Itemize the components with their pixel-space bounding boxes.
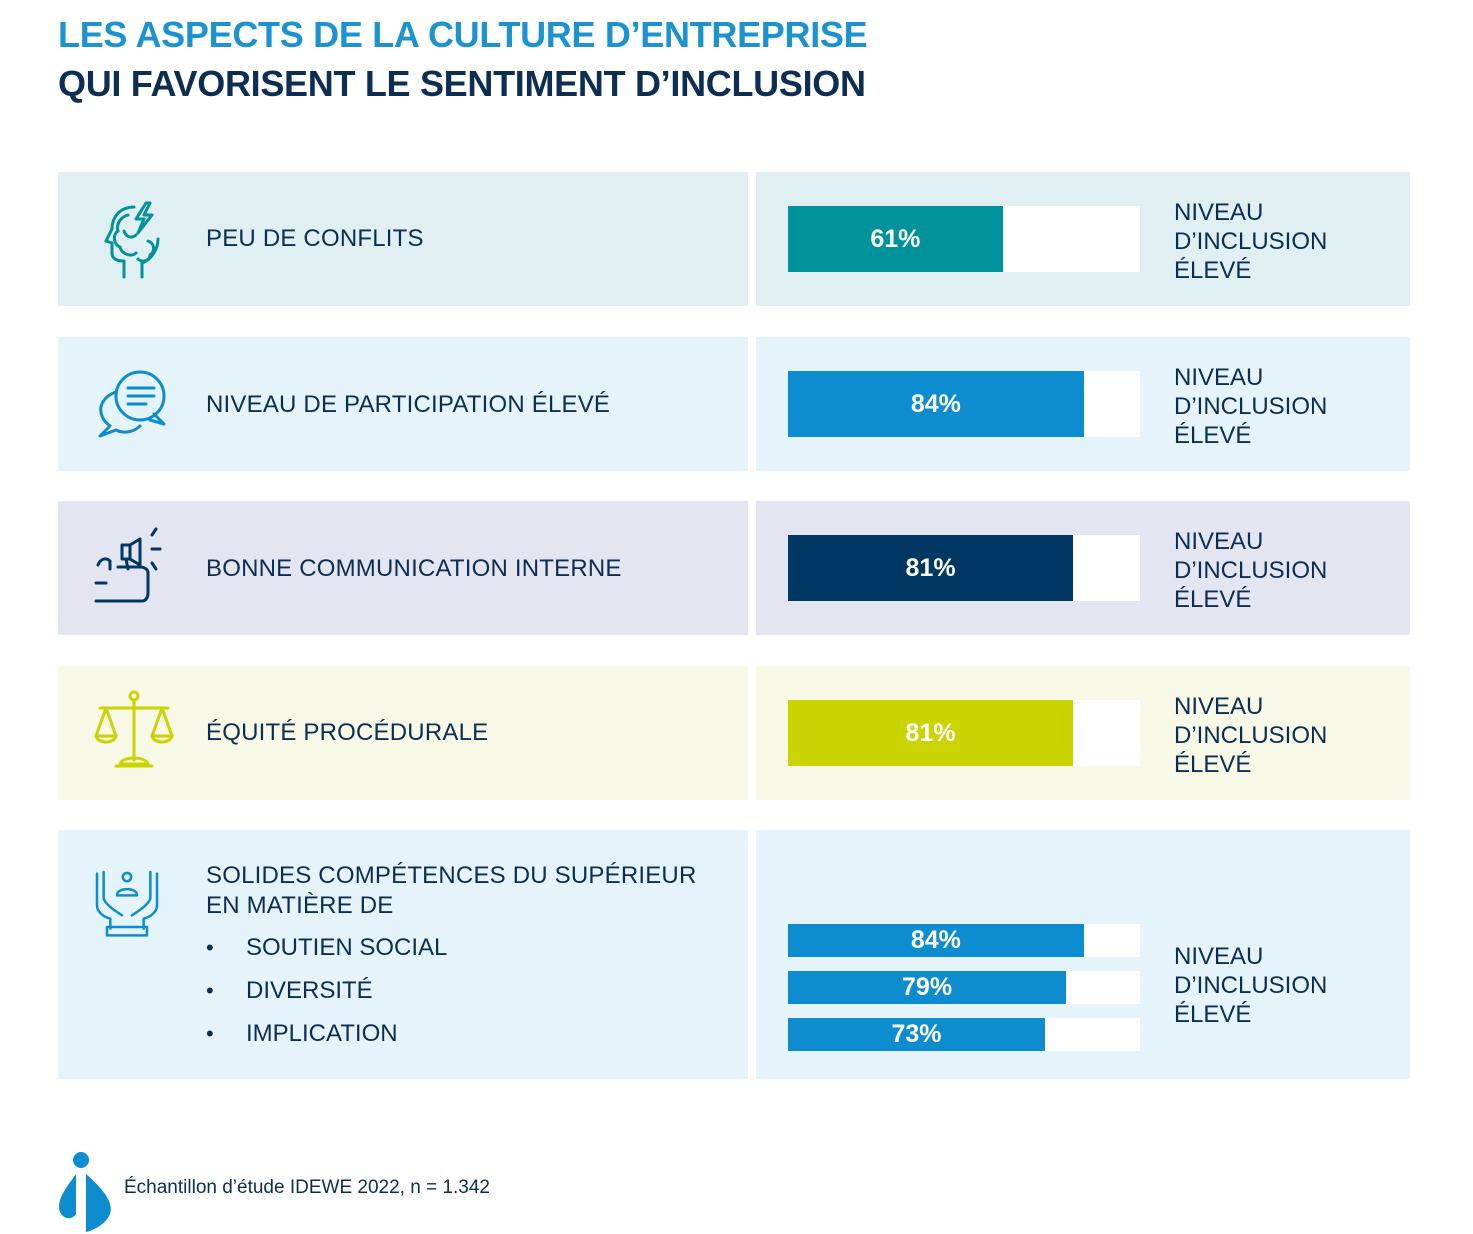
- row-label-cell: SOLIDES COMPÉTENCES DU SUPÉRIEUR EN MATI…: [58, 830, 748, 1079]
- list-item: IMPLICATION: [206, 1019, 447, 1062]
- bar-participation: [788, 371, 1084, 437]
- bar-track: 81%: [788, 700, 1140, 766]
- bar-track: 81%: [788, 535, 1140, 601]
- row-label: PEU DE CONFLITS: [206, 225, 424, 252]
- bar-soutien-social: [788, 924, 1084, 957]
- bar-track: 79%: [788, 971, 1140, 1004]
- megaphone-thumbs-up-icon: [94, 527, 162, 603]
- level-line-1: NIVEAU: [1174, 364, 1264, 391]
- row-peu-de-conflits: PEU DE CONFLITS 61% NIVEAU D’INCLUSION É…: [58, 172, 1410, 306]
- list-item: SOUTIEN SOCIAL: [206, 933, 447, 976]
- row-value-cell: 84% NIVEAU D’INCLUSION ÉLEVÉ: [756, 337, 1410, 471]
- bar-track: 84%: [788, 924, 1140, 957]
- row-value-cell: 84% 79% 73% NIVEAU D’INCLUSION ÉLEVÉ: [756, 830, 1410, 1079]
- level-label: NIVEAU D’INCLUSION ÉLEVÉ: [1174, 692, 1327, 779]
- bar-track: 73%: [788, 1018, 1140, 1051]
- level-line-2: D’INCLUSION: [1174, 972, 1328, 999]
- bar-value-label: 84%: [910, 926, 961, 954]
- row-label-line-1: SOLIDES COMPÉTENCES DU SUPÉRIEUR: [206, 862, 697, 889]
- row-label: BONNE COMMUNICATION INTERNE: [206, 555, 622, 582]
- row-competences: SOLIDES COMPÉTENCES DU SUPÉRIEUR EN MATI…: [58, 830, 1410, 1079]
- level-line-3: ÉLEVÉ: [1174, 257, 1252, 284]
- row-communication: BONNE COMMUNICATION INTERNE 81% NIVEAU D…: [58, 501, 1410, 635]
- bar-track: 84%: [788, 371, 1140, 437]
- idewe-logo-icon: [58, 1152, 111, 1232]
- bar-diversite: [788, 971, 1067, 1004]
- row-label: NIVEAU DE PARTICIPATION ÉLEVÉ: [206, 391, 611, 418]
- row-value-cell: 61% NIVEAU D’INCLUSION ÉLEVÉ: [756, 172, 1410, 306]
- level-label: NIVEAU D’INCLUSION ÉLEVÉ: [1174, 363, 1327, 450]
- bar-value-label: 73%: [891, 1020, 942, 1048]
- page-title-line-2: QUI FAVORISENT LE SENTIMENT D’INCLUSION: [58, 63, 866, 104]
- level-line-1: NIVEAU: [1174, 693, 1264, 720]
- level-line-1: NIVEAU: [1174, 199, 1264, 226]
- bullet-list: SOUTIEN SOCIAL DIVERSITÉ IMPLICATION: [206, 933, 447, 1062]
- level-line-3: ÉLEVÉ: [1174, 751, 1252, 778]
- bar-equite: [788, 700, 1074, 766]
- page-title-line-1: LES ASPECTS DE LA CULTURE D’ENTREPRISE: [58, 14, 868, 55]
- head-lightning-icon: [104, 201, 160, 279]
- bar-value-label: 81%: [905, 718, 956, 747]
- bar-implication: [788, 1018, 1045, 1051]
- row-label-cell: PEU DE CONFLITS: [58, 172, 748, 306]
- bar-value-label: 84%: [910, 389, 961, 418]
- level-line-3: ÉLEVÉ: [1174, 586, 1252, 613]
- row-value-cell: 81% NIVEAU D’INCLUSION ÉLEVÉ: [756, 666, 1410, 800]
- row-label-cell: NIVEAU DE PARTICIPATION ÉLEVÉ: [58, 337, 748, 471]
- bar-peu-de-conflits: [788, 206, 1003, 272]
- speech-bubbles-icon: [98, 370, 166, 438]
- level-label: NIVEAU D’INCLUSION ÉLEVÉ: [1174, 198, 1327, 285]
- level-label: NIVEAU D’INCLUSION ÉLEVÉ: [1174, 527, 1327, 614]
- bar-value-label: 79%: [902, 973, 953, 1001]
- source-footnote: Échantillon d’étude IDEWE 2022, n = 1.34…: [124, 1177, 490, 1198]
- level-line-1: NIVEAU: [1174, 528, 1264, 555]
- row-participation: NIVEAU DE PARTICIPATION ÉLEVÉ 84% NIVEAU…: [58, 337, 1410, 471]
- row-label: ÉQUITÉ PROCÉDURALE: [206, 719, 489, 746]
- row-value-cell: 81% NIVEAU D’INCLUSION ÉLEVÉ: [756, 501, 1410, 635]
- level-label: NIVEAU D’INCLUSION ÉLEVÉ: [1174, 942, 1327, 1029]
- level-line-2: D’INCLUSION: [1174, 393, 1328, 420]
- level-line-2: D’INCLUSION: [1174, 722, 1328, 749]
- level-line-3: ÉLEVÉ: [1174, 1001, 1252, 1028]
- level-line-2: D’INCLUSION: [1174, 557, 1328, 584]
- row-label-cell: BONNE COMMUNICATION INTERNE: [58, 501, 748, 635]
- balance-scale-icon: [94, 690, 174, 768]
- level-line-1: NIVEAU: [1174, 943, 1264, 970]
- list-item: DIVERSITÉ: [206, 976, 447, 1019]
- bar-value-label: 81%: [905, 553, 956, 582]
- bar-track: 61%: [788, 206, 1140, 272]
- level-line-3: ÉLEVÉ: [1174, 422, 1252, 449]
- bar-value-label: 61%: [870, 224, 921, 253]
- row-label-line-2: EN MATIÈRE DE: [206, 892, 394, 919]
- row-equite: ÉQUITÉ PROCÉDURALE 81% NIVEAU D’INCLUSIO…: [58, 666, 1410, 800]
- level-line-2: D’INCLUSION: [1174, 228, 1328, 255]
- hands-person-icon: [95, 870, 159, 937]
- bar-communication: [788, 535, 1074, 601]
- row-label-cell: ÉQUITÉ PROCÉDURALE: [58, 666, 748, 800]
